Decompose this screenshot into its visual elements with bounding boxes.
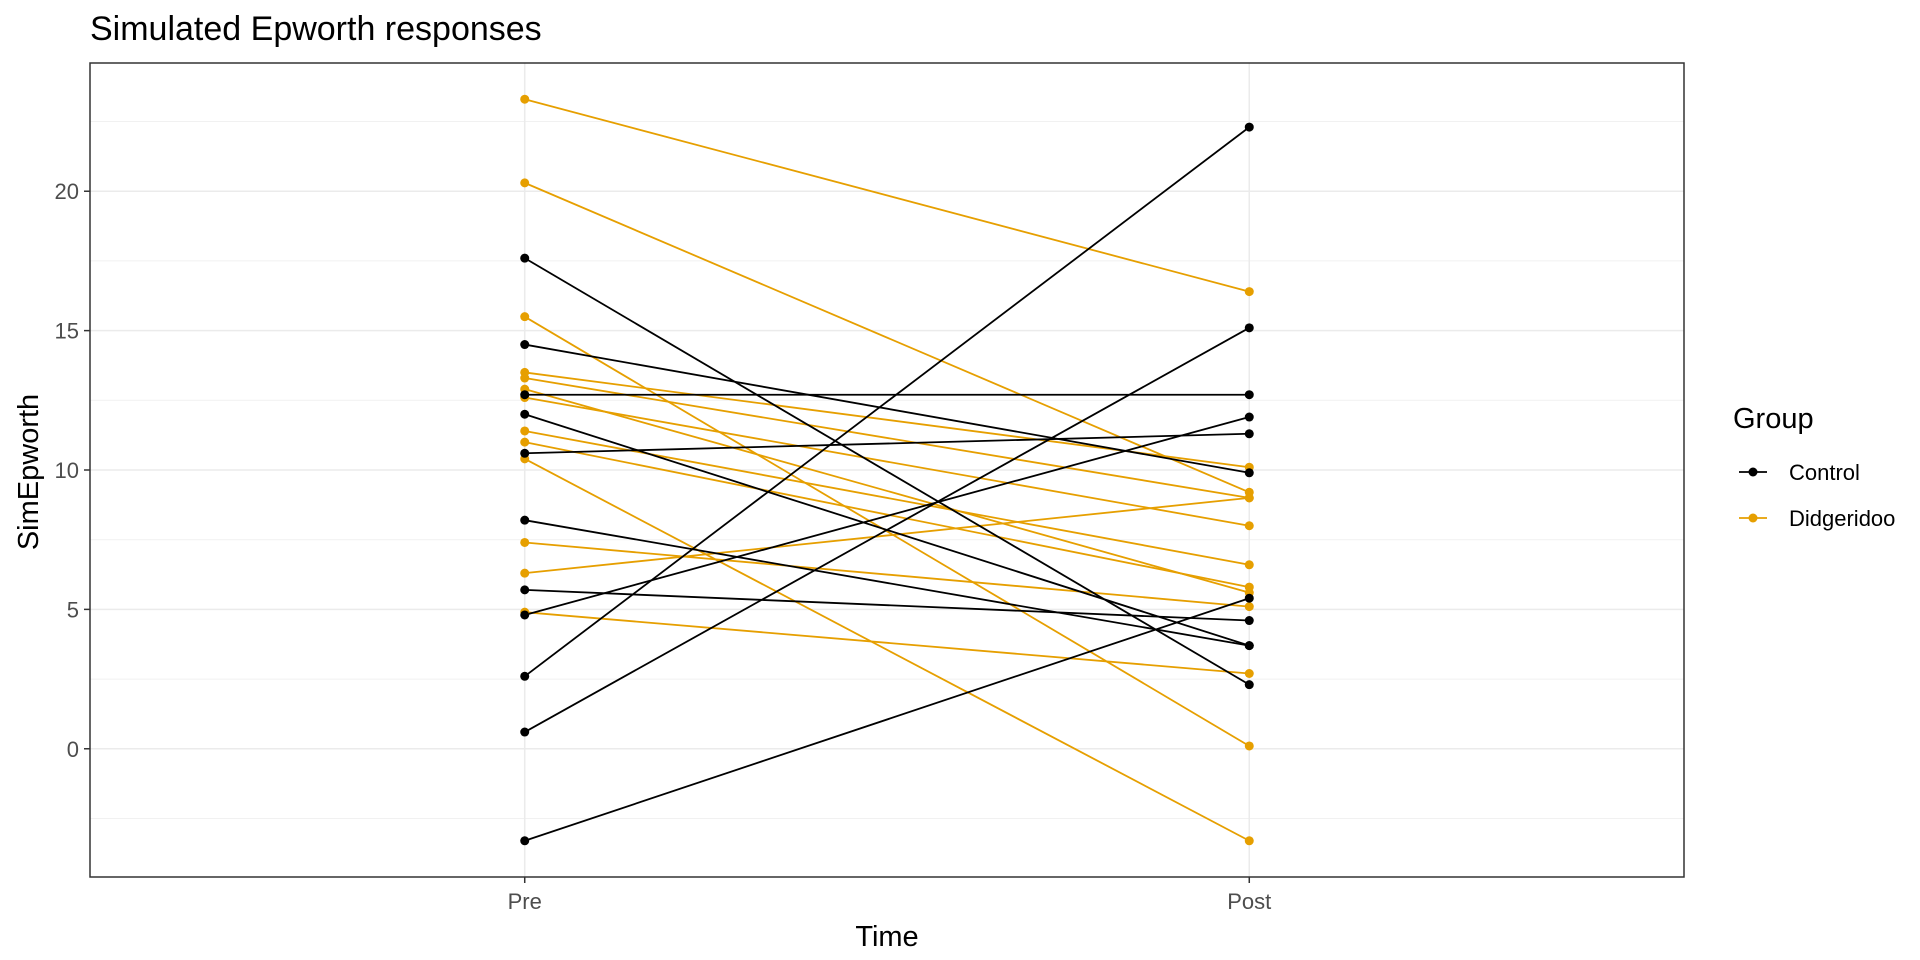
data-point xyxy=(520,585,530,595)
series-line xyxy=(524,327,1250,733)
series-line xyxy=(524,496,1250,575)
data-point xyxy=(1244,493,1254,503)
grid-major xyxy=(90,63,1684,877)
series-line xyxy=(524,458,1250,842)
data-point xyxy=(520,568,530,578)
legend-title: Group xyxy=(1733,403,1814,435)
series-line xyxy=(524,98,1250,293)
data-point xyxy=(520,515,530,525)
legend: Group Control Didgeridoo xyxy=(1733,403,1895,531)
data-point xyxy=(1244,602,1254,612)
legend-label: Didgeridoo xyxy=(1789,506,1895,531)
data-point xyxy=(1244,641,1254,651)
data-point xyxy=(520,537,530,547)
data-point xyxy=(520,373,530,383)
data-point xyxy=(520,671,530,681)
data-point xyxy=(520,727,530,737)
data-point xyxy=(520,426,530,436)
data-point xyxy=(520,253,530,263)
data-point xyxy=(520,340,530,350)
series-line xyxy=(524,377,1250,499)
series-line xyxy=(524,441,1250,588)
data-point xyxy=(1244,669,1254,678)
data-point xyxy=(1244,521,1254,531)
data-point xyxy=(1244,560,1254,570)
legend-entries: Control Didgeridoo xyxy=(1739,460,1895,531)
series-points xyxy=(520,94,1254,846)
data-point xyxy=(1244,412,1254,422)
data-point xyxy=(1244,287,1254,297)
data-point xyxy=(1244,122,1254,132)
data-point xyxy=(520,836,530,846)
chart-title: Simulated Epworth responses xyxy=(90,10,542,48)
series-line xyxy=(524,597,1250,842)
legend-key xyxy=(1739,467,1767,477)
x-axis-title: Time xyxy=(855,921,918,953)
series-line xyxy=(524,388,1250,594)
y-tick-label: 15 xyxy=(55,319,79,344)
legend-key-point xyxy=(1748,513,1758,523)
series-line xyxy=(524,126,1250,678)
data-point xyxy=(1244,593,1254,603)
series-line xyxy=(524,432,1250,455)
data-point xyxy=(1244,582,1254,592)
x-tick-label: Pre xyxy=(508,889,542,914)
data-point xyxy=(520,312,530,322)
grid-minor xyxy=(90,121,1684,819)
data-point xyxy=(1244,741,1254,751)
data-point xyxy=(1244,616,1254,626)
series-line xyxy=(524,416,1250,616)
series-line xyxy=(524,257,1250,686)
legend-label: Control xyxy=(1789,460,1860,485)
series-line xyxy=(524,396,1250,527)
data-point xyxy=(1244,323,1254,333)
data-point xyxy=(520,178,530,188)
legend-key-point xyxy=(1748,467,1758,477)
series-line xyxy=(524,519,1250,647)
series-line xyxy=(524,611,1250,675)
data-point xyxy=(1244,836,1254,846)
data-point xyxy=(1244,390,1254,400)
data-point xyxy=(520,94,530,104)
series-line xyxy=(524,182,1250,494)
y-tick-label: 0 xyxy=(67,737,79,762)
series-line xyxy=(524,541,1250,608)
y-axis-title: SimEpworth xyxy=(13,394,45,550)
series-line xyxy=(524,588,1250,622)
y-tick-label: 10 xyxy=(55,458,79,483)
data-point xyxy=(520,390,530,400)
data-point xyxy=(1244,680,1254,690)
y-tick-label: 5 xyxy=(67,597,79,622)
legend-key xyxy=(1739,513,1767,523)
y-axis: 0 5 10 15 20 xyxy=(55,179,90,762)
data-point xyxy=(520,610,530,620)
data-point xyxy=(520,448,530,458)
series-lines xyxy=(524,98,1250,842)
data-point xyxy=(1244,429,1254,439)
x-tick-label: Post xyxy=(1227,889,1271,914)
data-point xyxy=(520,437,530,447)
y-tick-label: 20 xyxy=(55,179,79,204)
data-point xyxy=(1244,468,1254,478)
data-point xyxy=(520,409,530,419)
series-line xyxy=(524,343,1250,474)
x-axis: Pre Post xyxy=(508,877,1271,914)
